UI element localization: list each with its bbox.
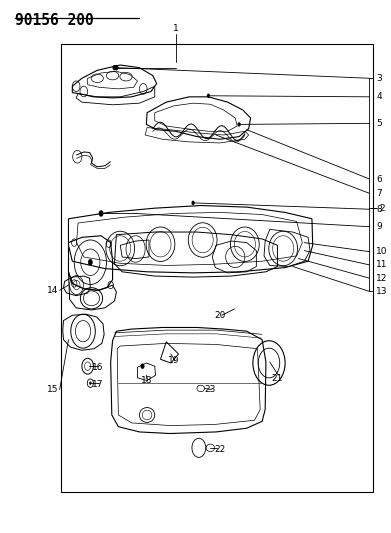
Text: 6: 6 bbox=[377, 174, 382, 183]
Ellipse shape bbox=[192, 201, 195, 205]
Text: 13: 13 bbox=[377, 287, 388, 296]
Text: 21: 21 bbox=[272, 374, 283, 383]
Text: 4: 4 bbox=[377, 92, 382, 101]
Text: 12: 12 bbox=[377, 273, 388, 282]
Text: 7: 7 bbox=[377, 189, 382, 198]
Text: 90156 200: 90156 200 bbox=[15, 13, 93, 28]
Text: 20: 20 bbox=[214, 311, 226, 320]
Ellipse shape bbox=[140, 364, 144, 369]
Text: 15: 15 bbox=[47, 385, 58, 394]
Text: 16: 16 bbox=[91, 363, 103, 372]
Text: 3: 3 bbox=[377, 74, 382, 83]
Text: 2: 2 bbox=[379, 204, 385, 213]
Text: 8: 8 bbox=[377, 205, 382, 214]
Ellipse shape bbox=[88, 259, 93, 265]
Ellipse shape bbox=[113, 65, 117, 70]
Ellipse shape bbox=[238, 122, 240, 126]
Text: 11: 11 bbox=[377, 261, 388, 269]
Text: 10: 10 bbox=[377, 247, 388, 256]
Ellipse shape bbox=[207, 94, 210, 98]
Ellipse shape bbox=[115, 65, 118, 70]
Text: 19: 19 bbox=[168, 357, 179, 366]
Text: 23: 23 bbox=[204, 385, 216, 394]
Ellipse shape bbox=[89, 382, 91, 385]
Text: 14: 14 bbox=[47, 286, 58, 295]
Text: 22: 22 bbox=[214, 445, 226, 454]
Text: 18: 18 bbox=[140, 376, 152, 385]
Text: 9: 9 bbox=[377, 222, 382, 231]
Text: 17: 17 bbox=[92, 379, 104, 389]
Ellipse shape bbox=[99, 211, 103, 216]
Text: 5: 5 bbox=[377, 119, 382, 128]
Text: 1: 1 bbox=[173, 24, 179, 33]
